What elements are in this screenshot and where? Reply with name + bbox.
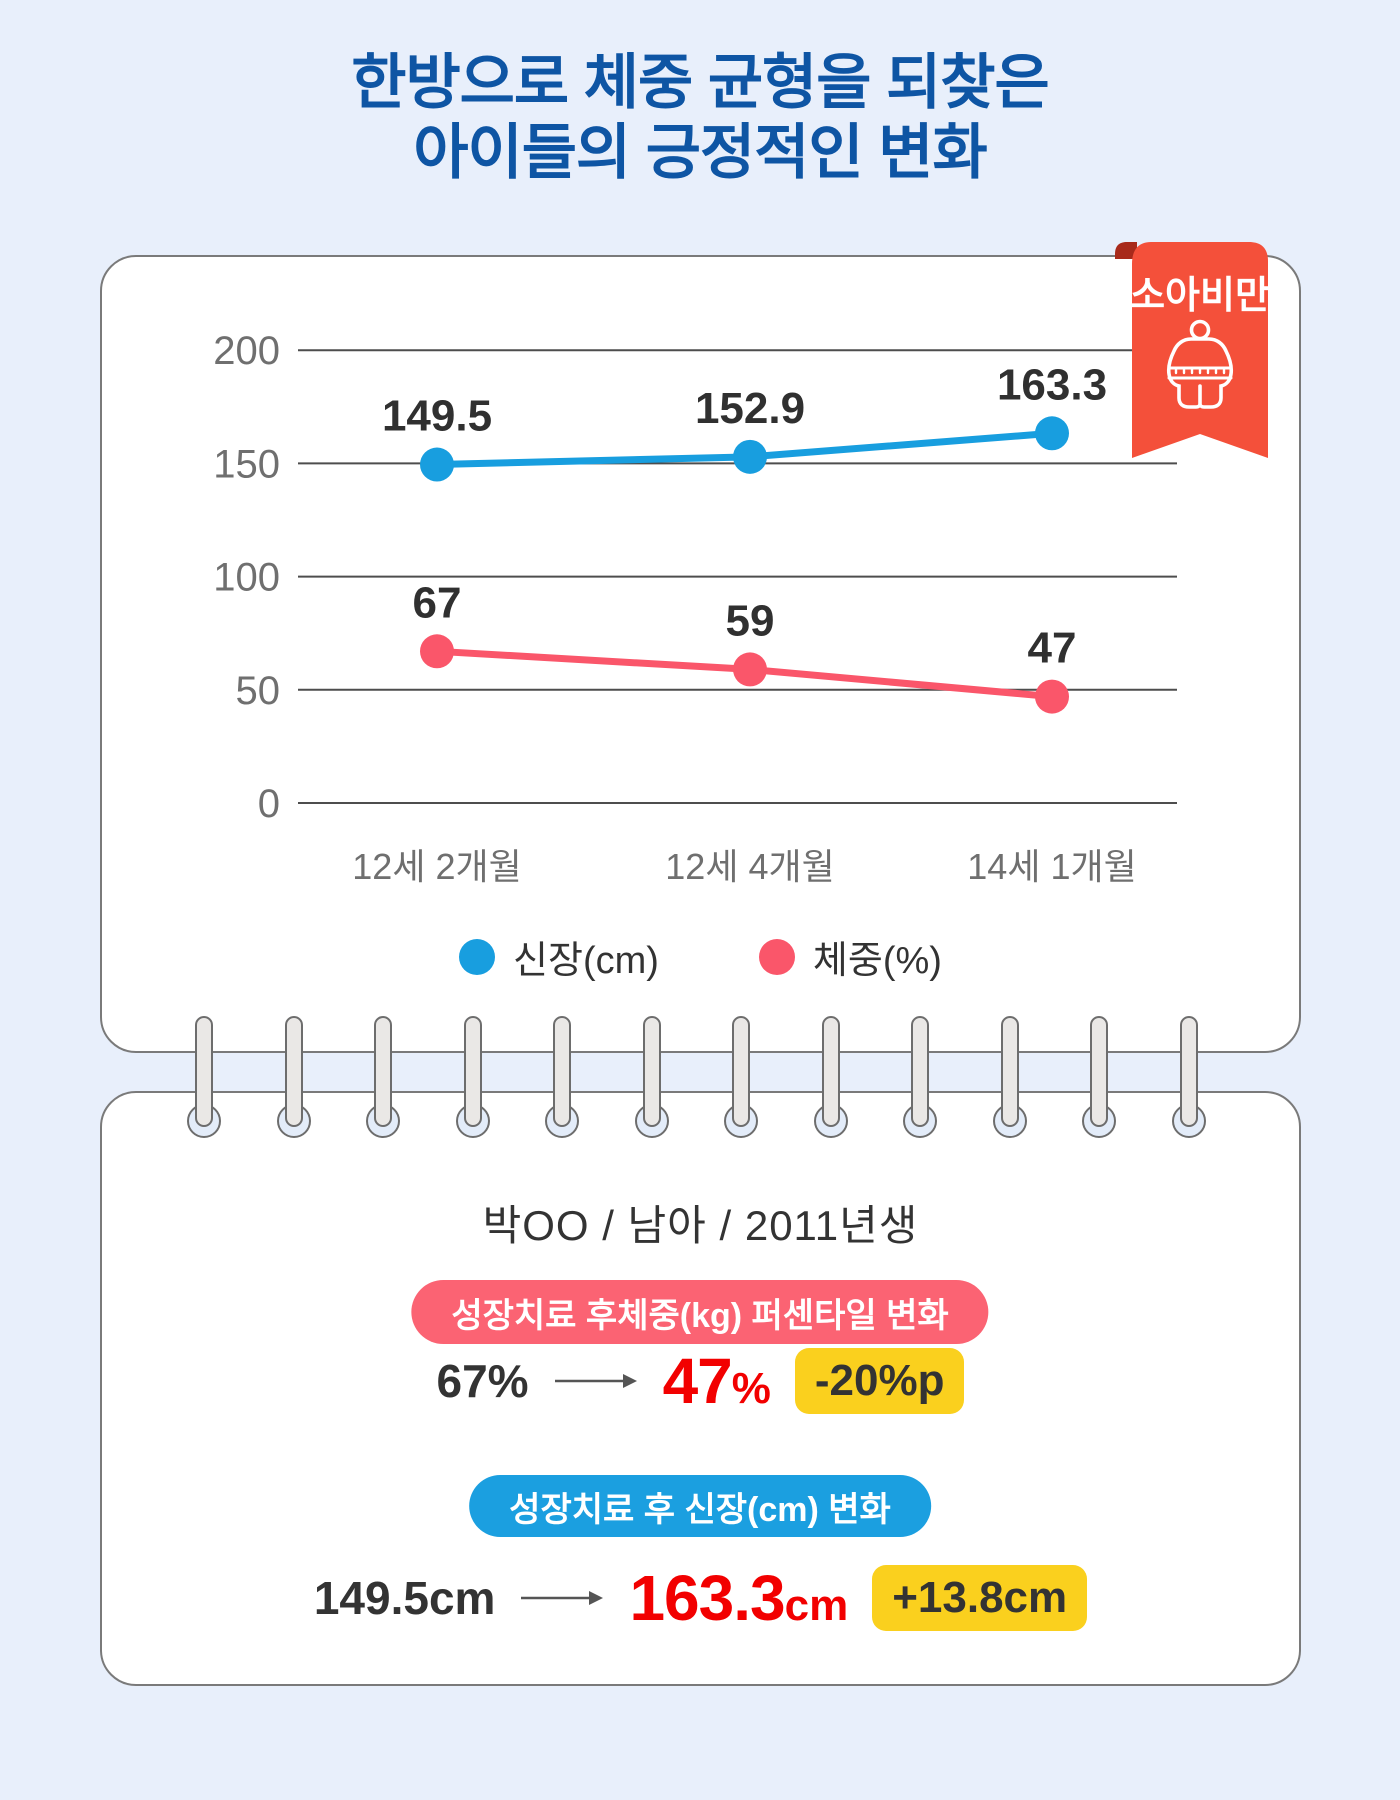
main-title-line2: 아이들의 긍정적인 변화 [413, 119, 987, 187]
arrow-right-icon [554, 1374, 637, 1388]
main-title-line1: 한방으로 체중 균형을 되찾은 [351, 49, 1049, 116]
height-before-value: 149.5cm [313, 1572, 496, 1624]
ribbon-fold [1115, 242, 1137, 259]
spiral-binding [0, 1016, 1400, 1141]
binding-ring [1000, 1016, 1019, 1127]
data-point-value-label: 67 [413, 578, 462, 627]
ribbon-label: 소아비만 [1130, 275, 1270, 317]
data-point [733, 652, 767, 687]
growth-chart: 0 50 100 150 200 12세 2개월 12세 4개월 14세 1개월 149.5 15… [102, 257, 1299, 917]
height-change-row: 149.5cm 163.3cm +13.8cm [100, 1560, 1301, 1636]
x-axis-category-label: 14세 1개월 [967, 846, 1136, 887]
data-point [1035, 679, 1069, 714]
legend-label-height: 신장(cm) [513, 940, 659, 982]
legend-item-weight: 체중(%) [758, 929, 942, 984]
data-point [420, 634, 454, 669]
weight-change-row: 67% 47% -20%p [100, 1345, 1301, 1417]
binding-ring [195, 1016, 213, 1127]
x-axis-category-label: 12세 4개월 [665, 846, 834, 887]
binding-ring [553, 1016, 571, 1127]
ribbon-svg: 소아비만 [1115, 242, 1270, 458]
data-point-value-label: 152.9 [695, 384, 805, 433]
weight-change-pill: 성장치료 후체중(kg) 퍼센타일 변화 [411, 1280, 989, 1344]
height-delta-badge: +13.8cm [872, 1565, 1088, 1631]
y-axis-tick-label: 50 [236, 669, 281, 713]
x-axis-category-label: 12세 2개월 [352, 846, 521, 887]
y-axis-tick-label: 0 [258, 782, 280, 826]
pediatric-obesity-ribbon: 소아비만 [1115, 240, 1270, 460]
weight-series-dot [758, 938, 795, 975]
binding-ring [732, 1016, 750, 1127]
chart-legend: 신장(cm) 체중(%) [102, 929, 1299, 984]
data-point-value-label: 47 [1028, 624, 1077, 673]
data-point [733, 439, 767, 474]
weight-delta-badge: -20%p [794, 1348, 965, 1414]
data-point [1035, 416, 1069, 451]
chart-card: 0 50 100 150 200 12세 2개월 12세 4개월 14세 1개월 149.5 15… [100, 255, 1301, 1053]
y-axis-tick-label: 200 [213, 329, 280, 373]
growth-chart-svg: 0 50 100 150 200 12세 2개월 12세 4개월 14세 1개월 149.5 15… [213, 329, 1177, 887]
record-card [100, 1091, 1301, 1686]
patient-info: 박OO / 남아 / 2011년생 [482, 1202, 919, 1249]
data-point-value-label: 149.5 [382, 392, 492, 441]
weight-before-value: 67% [436, 1355, 529, 1407]
binding-ring [1090, 1016, 1108, 1127]
y-axis-tick-label: 150 [213, 442, 280, 486]
legend-label-weight: 체중(%) [812, 940, 942, 982]
data-point-value-label: 59 [726, 596, 775, 645]
data-point-value-label: 163.3 [997, 360, 1107, 409]
height-series-dot [459, 938, 496, 975]
binding-ring [284, 1016, 303, 1127]
data-point [420, 447, 454, 482]
height-change-pill: 성장치료 후 신장(cm) 변화 [469, 1475, 931, 1537]
obese-child-icon [1166, 319, 1234, 409]
binding-ring [911, 1016, 929, 1127]
binding-ring [1179, 1016, 1198, 1127]
main-title: 한방으로 체중 균형을 되찾은 아이들의 긍정적인 변화 [0, 48, 1400, 188]
height-after-value: 163.3cm [629, 1562, 849, 1634]
binding-ring [374, 1016, 392, 1127]
binding-ring [642, 1016, 661, 1127]
binding-ring [821, 1016, 840, 1127]
y-axis-tick-label: 100 [213, 556, 280, 600]
binding-ring [463, 1016, 482, 1127]
arrow-right-icon [521, 1591, 604, 1605]
ribbon-body [1132, 242, 1268, 458]
weight-after-value: 47% [662, 1345, 771, 1417]
legend-item-height: 신장(cm) [459, 929, 659, 984]
